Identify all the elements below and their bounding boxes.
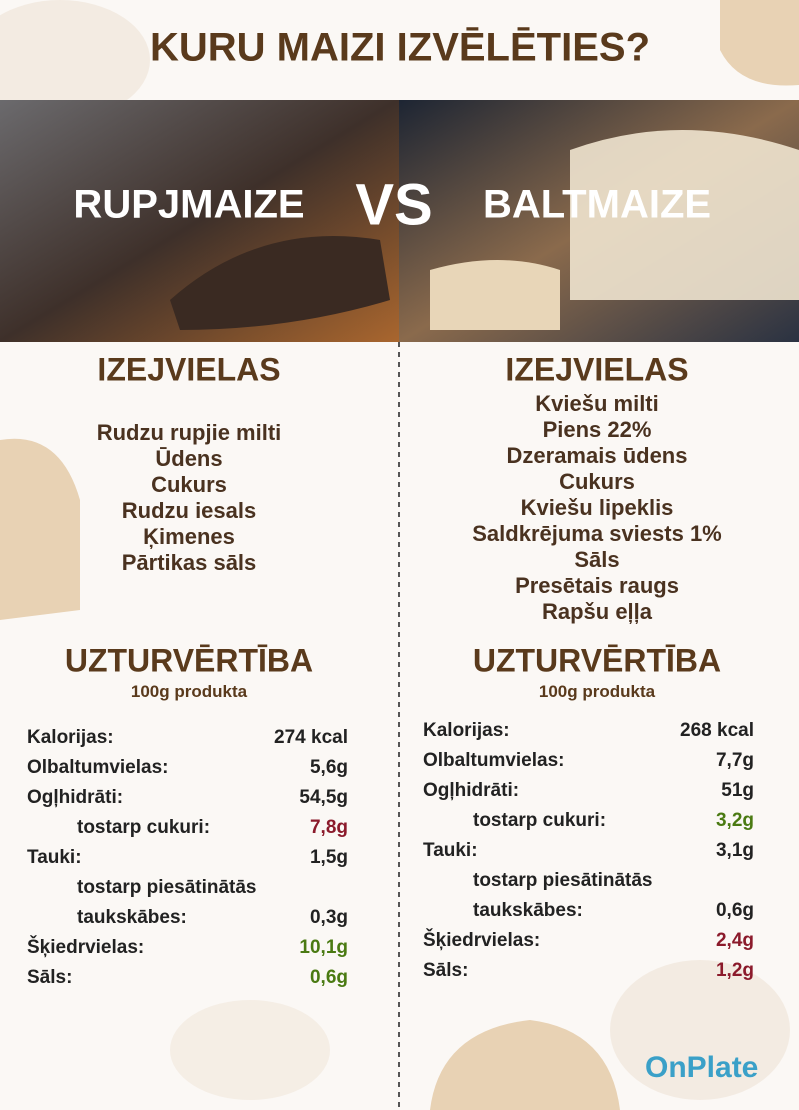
nutrition-label: Šķiedrvielas: bbox=[423, 930, 541, 951]
ingredient: Saldkrējuma sviests 1% bbox=[472, 521, 722, 546]
bread-name: BALTMAIZE bbox=[482, 182, 712, 227]
nutrition-label: Ogļhidrāti: bbox=[27, 787, 124, 808]
ingredient: Rudzu rupjie milti bbox=[96, 420, 282, 445]
nutrition-value: 274 kcal bbox=[274, 727, 348, 748]
nutrition-label: Olbaltumvielas: bbox=[423, 750, 565, 771]
ingredient: Kviešu lipeklis bbox=[520, 495, 674, 520]
section-heading: UZTURVĒRTĪBA bbox=[64, 642, 314, 679]
nutrition-basis: 100g produkta bbox=[130, 682, 248, 701]
nutrition-label: taukskābes: bbox=[77, 907, 187, 928]
ingredient: Cukurs bbox=[151, 472, 227, 497]
nutrition-label: Olbaltumvielas: bbox=[27, 757, 169, 778]
nutrition-label: Sāls: bbox=[27, 967, 73, 988]
ingredient: Ķimenes bbox=[143, 524, 235, 549]
nutrition-value: 3,2g bbox=[715, 810, 754, 831]
nutrition-value: 10,1g bbox=[299, 937, 348, 958]
vs-label: VS bbox=[355, 172, 433, 238]
nutrition-label: Šķiedrvielas: bbox=[27, 937, 145, 958]
nutrition-value: 0,6g bbox=[715, 900, 754, 921]
nutrition-label: Kalorijas: bbox=[423, 720, 510, 741]
nutrition-value: 0,3g bbox=[309, 907, 348, 928]
nutrition-label: Tauki: bbox=[27, 847, 82, 868]
nutrition-value: 3,1g bbox=[715, 840, 754, 861]
ingredient: Rapšu eļļa bbox=[541, 599, 653, 624]
nutrition-label: tostarp cukuri: bbox=[473, 810, 607, 831]
nutrition-value: 268 kcal bbox=[680, 720, 754, 741]
section-heading: UZTURVĒRTĪBA bbox=[472, 642, 722, 679]
nutrition-value: 51g bbox=[721, 780, 754, 801]
nutrition-value: 0,6g bbox=[309, 967, 348, 988]
ingredient: Rudzu iesals bbox=[121, 498, 257, 523]
ingredient: Presētais raugs bbox=[515, 573, 679, 598]
nutrition-label: Tauki: bbox=[423, 840, 478, 861]
ingredient: Ūdens bbox=[155, 446, 223, 471]
nutrition-label: taukskābes: bbox=[473, 900, 583, 921]
logo: OnPlate bbox=[645, 1051, 759, 1084]
ingredient: Cukurs bbox=[559, 469, 635, 494]
nutrition-label: Sāls: bbox=[423, 960, 469, 981]
nutrition-value: 7,7g bbox=[715, 750, 754, 771]
nutrition-label: Ogļhidrāti: bbox=[423, 780, 520, 801]
bread-name: RUPJMAIZE bbox=[73, 182, 305, 227]
nutrition-label: tostarp piesātinātās bbox=[77, 877, 257, 898]
ingredient: Kviešu milti bbox=[535, 391, 659, 416]
nutrition-label: Kalorijas: bbox=[27, 727, 114, 748]
nutrition-value: 5,6g bbox=[309, 757, 348, 778]
nutrition-label: tostarp cukuri: bbox=[77, 817, 211, 838]
nutrition-value: 54,5g bbox=[299, 787, 348, 808]
section-heading: IZEJVIELAS bbox=[505, 351, 689, 388]
ingredient: Dzeramais ūdens bbox=[506, 443, 688, 468]
nutrition-value: 1,2g bbox=[715, 960, 754, 981]
title: KURU MAIZI IZVĒLĒTIES? bbox=[150, 25, 650, 70]
ingredient: Piens 22% bbox=[542, 417, 652, 442]
section-heading: IZEJVIELAS bbox=[97, 351, 281, 388]
nutrition-label: tostarp piesātinātās bbox=[473, 870, 653, 891]
nutrition-basis: 100g produkta bbox=[538, 682, 656, 701]
ingredient: Pārtikas sāls bbox=[121, 550, 257, 575]
nutrition-value: 2,4g bbox=[715, 930, 754, 951]
nutrition-value: 7,8g bbox=[309, 817, 348, 838]
nutrition-value: 1,5g bbox=[309, 847, 348, 868]
ingredient: Sāls bbox=[574, 547, 620, 572]
